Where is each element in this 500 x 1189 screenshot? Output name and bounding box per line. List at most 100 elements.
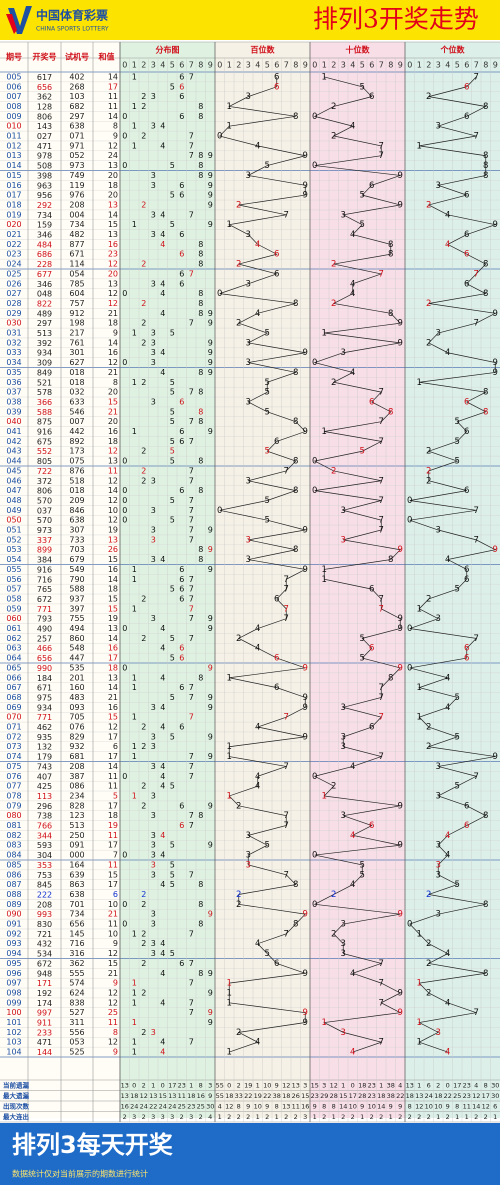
sum: 12 [108, 141, 118, 150]
draw-digit: 3 [42, 732, 47, 741]
distribution-digit: 3 [151, 949, 156, 958]
draw-digit: 3 [37, 860, 42, 869]
draw-number: 027 [37, 132, 52, 141]
stats-value: 25 [197, 1102, 205, 1110]
draw-digit: 4 [42, 289, 47, 298]
position-digit: 6 [464, 112, 469, 122]
position-digit: 7 [284, 604, 289, 614]
position-digit: 9 [493, 358, 498, 368]
position-digit: 2 [426, 594, 431, 604]
draw-digit: 3 [37, 831, 42, 840]
distribution-digit: 3 [151, 870, 156, 879]
position-digit: 5 [455, 457, 460, 467]
position-digit: 3 [246, 831, 251, 841]
distribution-digit: 1 [132, 102, 137, 111]
position-digit: 2 [331, 378, 336, 388]
draw-number: 845 [37, 880, 52, 889]
sum: 9 [113, 939, 118, 948]
sum: 14 [108, 486, 118, 495]
issue: 045 [6, 466, 21, 475]
draw-digit: 5 [42, 654, 47, 663]
stats-value: 4 [474, 1081, 478, 1089]
trial-number: 863 [69, 880, 84, 889]
distribution-digit: 4 [160, 309, 165, 318]
distribution-digit: 9 [208, 841, 213, 850]
section-header: 百位数 [251, 45, 276, 55]
draw-digit: 7 [37, 614, 42, 623]
draw-digit: 0 [47, 516, 52, 525]
draw-number: 617 [37, 72, 52, 81]
draw-number: 806 [37, 112, 52, 121]
digit-header: 4 [350, 61, 355, 70]
draw-number: 593 [37, 841, 52, 850]
draw-digit: 8 [37, 112, 42, 121]
issue: 072 [6, 732, 21, 741]
draw-digit: 4 [47, 1048, 52, 1057]
draw-digit: 5 [37, 841, 42, 850]
position-digit: 7 [284, 811, 289, 821]
draw-digit: 3 [37, 279, 42, 288]
sum: 24 [108, 151, 118, 160]
distribution-digit: 8 [198, 407, 203, 416]
stats-label: 最大连出 [3, 1112, 29, 1121]
distribution-digit: 5 [170, 82, 175, 91]
draw-number: 671 [37, 683, 52, 692]
distribution-digit: 3 [151, 851, 156, 860]
distribution-digit: 6 [179, 230, 184, 239]
draw-digit: 7 [37, 585, 42, 594]
trial-number: 785 [69, 279, 84, 288]
distribution-digit: 6 [179, 801, 184, 810]
distribution-digit: 9 [208, 181, 213, 190]
issue: 015 [6, 171, 21, 180]
position-digit: 9 [303, 427, 308, 437]
draw-number: 392 [37, 338, 52, 347]
trial-number: 574 [69, 979, 84, 988]
sum: 16 [108, 644, 118, 653]
distribution-digit: 9 [208, 565, 213, 574]
position-digit: 4 [445, 348, 450, 358]
draw-number: 466 [37, 644, 52, 653]
draw-number: 471 [37, 141, 52, 150]
issue: 082 [6, 831, 21, 840]
position-digit: 9 [493, 545, 498, 555]
distribution-digit: 9 [208, 693, 213, 702]
draw-number: 990 [37, 663, 52, 672]
distribution-digit: 7 [189, 929, 194, 938]
distribution-digit: 1 [132, 220, 137, 229]
distribution-digit: 6 [179, 486, 184, 495]
draw-number: 975 [37, 693, 52, 702]
position-digit: 8 [483, 900, 488, 910]
sum: 21 [108, 368, 118, 377]
sum: 12 [108, 289, 118, 298]
position-digit: 7 [379, 388, 384, 398]
issue: 042 [6, 437, 21, 446]
issue: 024 [6, 260, 21, 269]
draw-number: 222 [37, 890, 52, 899]
draw-digit: 3 [42, 920, 47, 929]
sum: 13 [108, 200, 118, 209]
stats-value: 9 [398, 1102, 402, 1110]
draw-number: 578 [37, 388, 52, 397]
position-digit: 7 [284, 821, 289, 831]
position-digit: 4 [255, 782, 260, 792]
position-digit: 6 [274, 959, 279, 969]
trial-number: 633 [69, 397, 84, 406]
stats-value: 9 [208, 1092, 212, 1100]
distribution-digit: 1 [132, 575, 137, 584]
stats-value: 23 [368, 1081, 376, 1089]
sum: 12 [108, 949, 118, 958]
draw-number: 128 [37, 102, 52, 111]
draw-number: 806 [37, 486, 52, 495]
sum: 8 [113, 122, 118, 131]
draw-digit: 9 [47, 358, 52, 367]
digit-header: 8 [198, 61, 203, 70]
draw-digit: 3 [42, 348, 47, 357]
trial-number: 091 [69, 841, 84, 850]
position-digit: 2 [426, 959, 431, 969]
distribution-digit: 9 [208, 348, 213, 357]
stats-value: 28 [358, 1092, 366, 1100]
position-digit: 5 [265, 496, 270, 506]
position-digit: 3 [341, 811, 346, 821]
footer-note: 数据统计仅对当前展示的期数进行统计 [12, 1169, 148, 1179]
draw-digit: 9 [47, 309, 52, 318]
